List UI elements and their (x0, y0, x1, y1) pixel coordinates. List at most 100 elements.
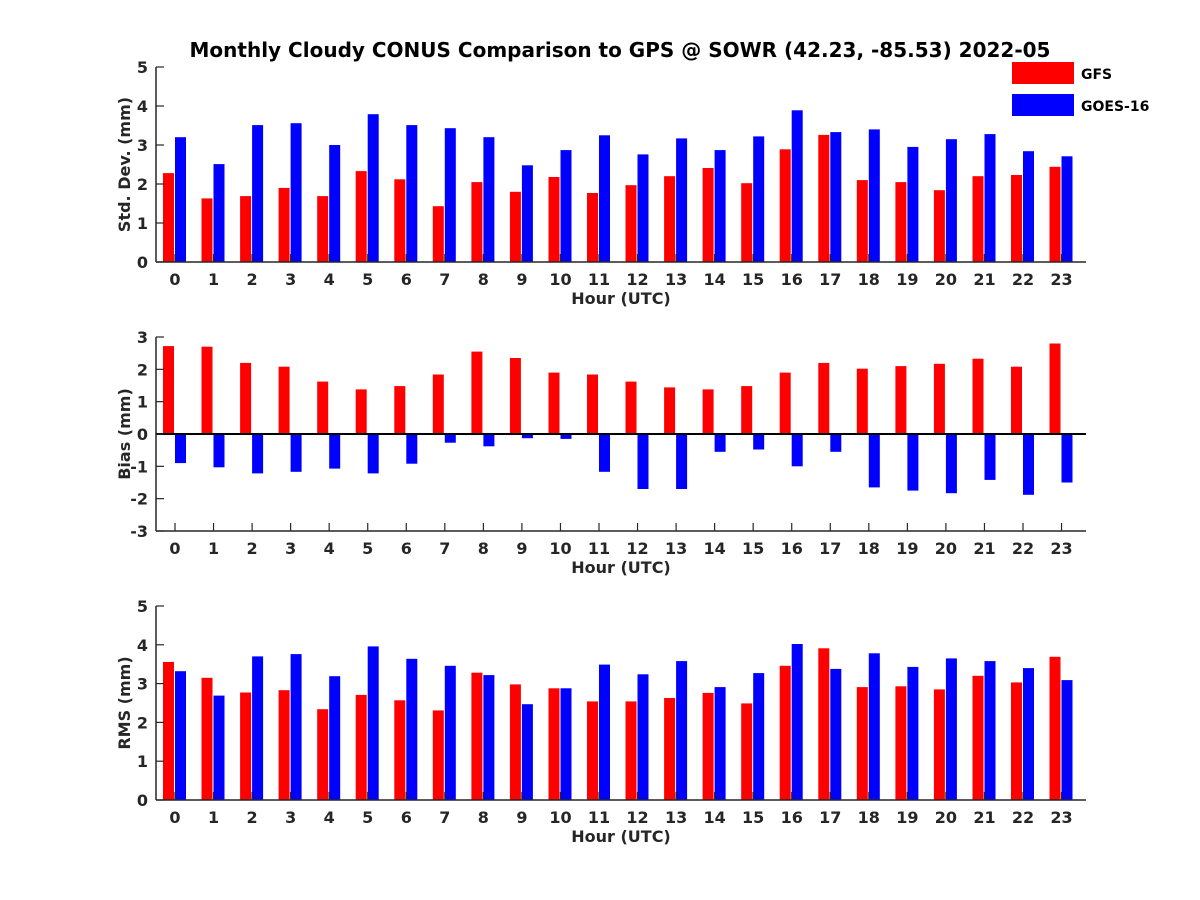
series-goes16-rms (175, 644, 1073, 800)
bar-goes16-bias-13 (676, 434, 688, 489)
bar-gfs-rms-1 (201, 677, 213, 800)
x-tick-label-bias-16: 16 (781, 539, 803, 558)
bar-gfs-stddev-9 (509, 191, 521, 262)
y-tick-label-rms-0: 0 (137, 791, 148, 810)
bar-goes16-bias-1 (213, 434, 225, 468)
bar-goes16-bias-16 (791, 434, 803, 467)
y-tick-label-bias--2: -2 (130, 490, 148, 509)
x-tick-label-stddev-16: 16 (781, 270, 803, 289)
bar-goes16-stddev-22 (1023, 151, 1034, 262)
bar-gfs-rms-8 (471, 672, 483, 800)
x-tick-label-stddev-4: 4 (324, 270, 335, 289)
x-tick-label-stddev-5: 5 (362, 270, 373, 289)
bar-gfs-bias-19 (895, 366, 907, 434)
legend-label-gfs: GFS (1081, 67, 1112, 83)
x-tick-label-rms-19: 19 (896, 808, 918, 827)
bar-gfs-bias-11 (587, 374, 598, 434)
x-tick-label-stddev-19: 19 (896, 270, 918, 289)
x-tick-label-stddev-10: 10 (549, 270, 571, 289)
x-tick-label-bias-10: 10 (549, 539, 571, 558)
x-tick-label-rms-6: 6 (401, 808, 412, 827)
bar-goes16-rms-8 (483, 675, 495, 800)
bar-gfs-rms-2 (240, 692, 252, 800)
bar-goes16-bias-5 (367, 434, 379, 474)
x-tick-label-stddev-18: 18 (858, 270, 880, 289)
x-tick-label-rms-10: 10 (549, 808, 571, 827)
bar-gfs-stddev-21 (972, 176, 984, 262)
bar-goes16-rms-21 (984, 661, 996, 800)
bar-goes16-rms-7 (444, 665, 456, 800)
bar-gfs-rms-12 (625, 701, 637, 800)
x-tick-label-rms-17: 17 (819, 808, 841, 827)
y-axis-label-rms: RMS (mm) (115, 656, 134, 749)
x-tick-label-stddev-7: 7 (439, 270, 450, 289)
x-tick-label-bias-7: 7 (439, 539, 450, 558)
bar-goes16-rms-2 (252, 656, 264, 800)
x-tick-label-rms-0: 0 (169, 808, 180, 827)
bar-goes16-bias-14 (714, 434, 726, 452)
bar-gfs-rms-11 (587, 701, 598, 800)
bar-gfs-bias-0 (163, 346, 174, 434)
x-tick-label-rms-7: 7 (439, 808, 450, 827)
x-tick-label-stddev-12: 12 (626, 270, 648, 289)
bar-goes16-bias-8 (483, 434, 495, 447)
x-tick-label-stddev-0: 0 (169, 270, 180, 289)
bar-gfs-rms-0 (163, 661, 174, 800)
bar-goes16-rms-22 (1023, 668, 1034, 800)
bar-gfs-rms-17 (818, 648, 830, 800)
y-tick-label-rms-1: 1 (137, 752, 148, 771)
y-tick-label-stddev-4: 4 (137, 97, 148, 116)
bar-goes16-bias-4 (329, 434, 341, 469)
bar-goes16-rms-17 (830, 668, 842, 800)
x-tick-label-rms-20: 20 (935, 808, 957, 827)
bar-goes16-bias-11 (599, 434, 610, 472)
bar-goes16-rms-9 (521, 704, 533, 800)
bar-gfs-stddev-7 (432, 206, 444, 262)
bar-goes16-bias-23 (1061, 434, 1073, 483)
bar-goes16-stddev-12 (637, 154, 649, 262)
x-tick-label-rms-22: 22 (1012, 808, 1034, 827)
x-tick-label-bias-3: 3 (285, 539, 296, 558)
bar-gfs-bias-16 (779, 372, 791, 434)
bar-gfs-stddev-23 (1049, 166, 1061, 262)
bar-gfs-stddev-11 (587, 193, 598, 262)
bar-goes16-rms-11 (599, 664, 610, 800)
bar-gfs-rms-16 (779, 665, 791, 800)
bar-goes16-stddev-18 (868, 129, 880, 262)
bar-goes16-stddev-13 (676, 138, 688, 262)
x-tick-label-bias-15: 15 (742, 539, 764, 558)
bar-gfs-stddev-13 (664, 176, 676, 262)
y-tick-label-bias-2: 2 (137, 360, 148, 379)
bar-goes16-stddev-6 (406, 125, 418, 262)
bar-goes16-rms-16 (791, 644, 803, 800)
x-tick-label-stddev-23: 23 (1050, 270, 1072, 289)
bar-goes16-rms-18 (868, 653, 880, 800)
bar-gfs-rms-22 (1011, 682, 1022, 800)
bar-goes16-stddev-0 (175, 137, 186, 262)
y-axis-label-stddev: Std. Dev. (mm) (115, 97, 134, 232)
bar-goes16-stddev-2 (252, 125, 264, 262)
bar-gfs-rms-19 (895, 686, 907, 800)
x-tick-label-bias-18: 18 (858, 539, 880, 558)
y-tick-label-bias-0: 0 (137, 425, 148, 444)
bar-gfs-bias-6 (394, 386, 406, 434)
x-axis-label-bias: Hour (UTC) (571, 558, 671, 577)
x-tick-label-bias-17: 17 (819, 539, 841, 558)
x-tick-label-stddev-8: 8 (478, 270, 489, 289)
legend-swatch-gfs (1012, 62, 1074, 84)
bar-gfs-stddev-5 (355, 171, 367, 262)
x-tick-label-bias-20: 20 (935, 539, 957, 558)
x-tick-label-bias-1: 1 (208, 539, 219, 558)
bar-goes16-stddev-8 (483, 137, 495, 262)
y-tick-label-stddev-0: 0 (137, 253, 148, 272)
x-tick-label-stddev-9: 9 (516, 270, 527, 289)
bar-gfs-rms-20 (933, 689, 945, 800)
x-tick-label-rms-3: 3 (285, 808, 296, 827)
y-tick-label-rms-2: 2 (137, 713, 148, 732)
x-tick-label-rms-4: 4 (324, 808, 335, 827)
x-tick-label-bias-2: 2 (247, 539, 258, 558)
bar-gfs-stddev-3 (278, 187, 290, 262)
x-tick-label-stddev-21: 21 (973, 270, 995, 289)
y-tick-label-bias--1: -1 (130, 457, 148, 476)
